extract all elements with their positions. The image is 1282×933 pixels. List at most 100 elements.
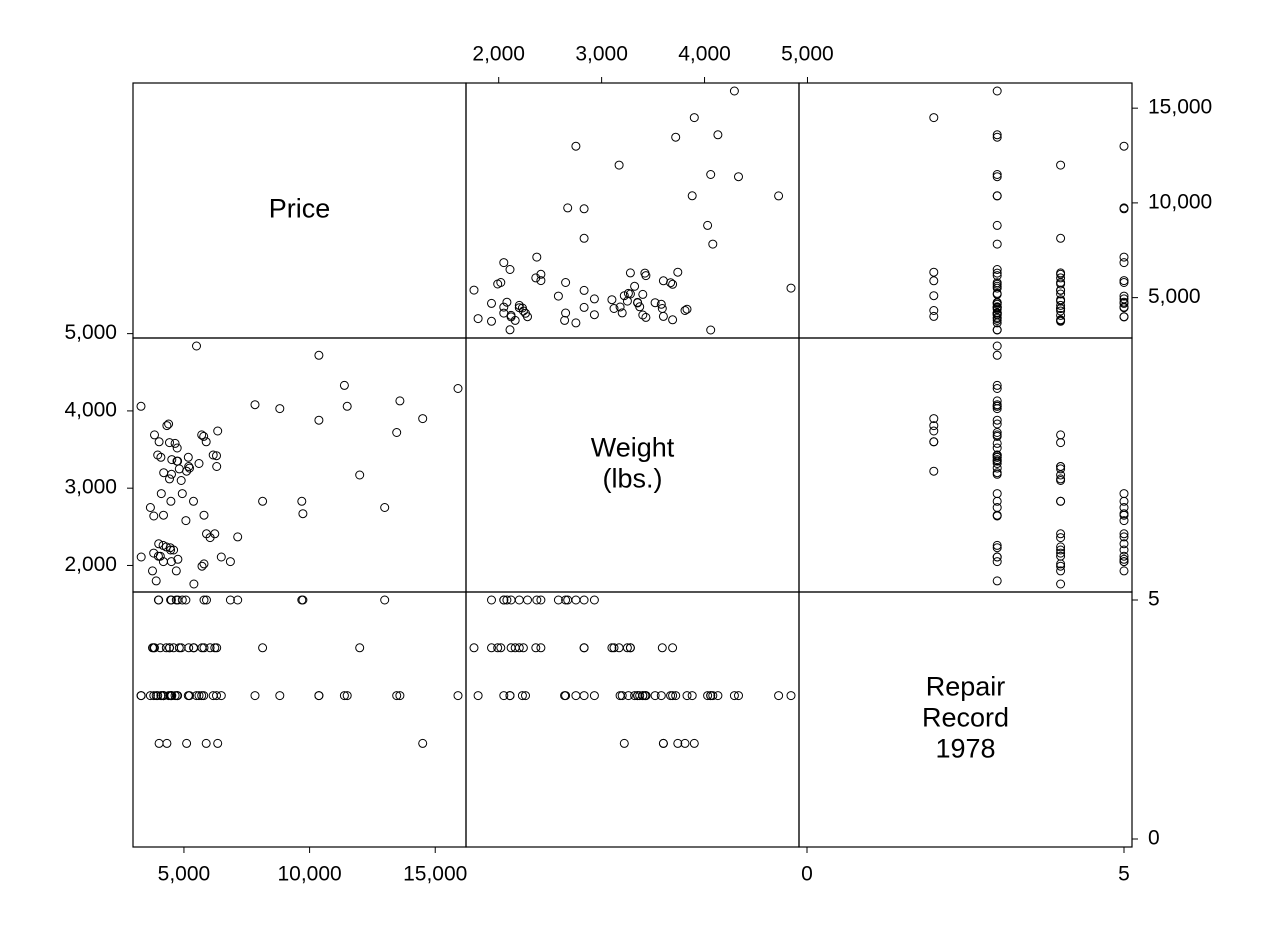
point-weight-vs-price <box>197 430 207 440</box>
point-rep78-vs-weight <box>630 691 640 701</box>
point-weight-vs-rep78 <box>992 496 1002 506</box>
point-price-vs-weight <box>687 191 697 201</box>
panel-rep78-vs-weight <box>465 591 800 848</box>
point-price-vs-rep78 <box>992 132 1002 142</box>
point-price-vs-weight <box>563 203 573 213</box>
point-weight-vs-rep78 <box>1119 503 1129 512</box>
point-weight-vs-rep78 <box>1119 551 1129 561</box>
point-rep78-vs-weight <box>499 595 509 605</box>
point-price-vs-rep78 <box>1056 295 1066 305</box>
point-price-vs-rep78 <box>992 325 1002 335</box>
point-weight-vs-price <box>177 489 187 499</box>
point-price-vs-weight <box>473 314 483 324</box>
point-weight-vs-price <box>159 510 168 520</box>
point-price-vs-weight <box>607 295 617 305</box>
point-price-vs-rep78 <box>1056 310 1066 320</box>
point-weight-vs-price <box>189 579 199 589</box>
point-rep78-vs-price <box>185 691 194 701</box>
point-rep78-vs-weight <box>734 691 743 701</box>
tick-label-weight: 2,000 <box>472 43 525 66</box>
tick-label-price: 15,000 <box>403 863 467 886</box>
point-weight-vs-price <box>342 401 352 411</box>
point-weight-vs-rep78 <box>992 415 1002 425</box>
point-rep78-vs-weight <box>517 691 527 701</box>
point-rep78-vs-price <box>392 691 402 701</box>
point-weight-vs-price <box>199 559 209 569</box>
point-weight-vs-rep78 <box>1119 557 1129 567</box>
point-rep78-vs-price <box>172 691 182 701</box>
point-rep78-vs-price <box>177 595 187 605</box>
point-weight-vs-price <box>136 401 146 411</box>
point-price-vs-weight <box>673 267 683 277</box>
point-rep78-vs-price <box>145 691 155 701</box>
point-rep78-vs-weight <box>532 595 542 605</box>
point-price-vs-weight <box>617 308 627 318</box>
point-price-vs-rep78 <box>992 172 1002 182</box>
point-weight-vs-price <box>314 350 324 360</box>
point-price-vs-weight <box>682 304 692 314</box>
point-price-vs-rep78 <box>992 298 1002 308</box>
point-price-vs-weight <box>532 252 542 262</box>
point-price-vs-rep78 <box>1119 203 1129 213</box>
point-rep78-vs-price <box>192 691 201 701</box>
point-weight-vs-price <box>149 548 159 558</box>
point-rep78-vs-weight <box>469 643 479 653</box>
tick-label-rep78: 0 <box>801 863 813 886</box>
point-weight-vs-price <box>199 431 209 441</box>
point-price-vs-weight <box>531 273 541 283</box>
point-price-vs-rep78 <box>1119 276 1129 286</box>
point-weight-vs-price <box>216 552 226 562</box>
point-rep78-vs-price <box>275 691 285 701</box>
tick-label-weight: 5,000 <box>64 321 117 344</box>
point-price-vs-weight <box>657 304 667 313</box>
point-weight-vs-rep78 <box>1119 516 1129 526</box>
point-rep78-vs-price <box>258 643 268 653</box>
point-price-vs-weight <box>658 311 668 321</box>
point-rep78-vs-price <box>453 691 463 701</box>
point-price-vs-weight <box>609 304 619 313</box>
panel-weight-vs-price <box>132 337 467 593</box>
point-weight-vs-rep78 <box>1119 529 1129 539</box>
point-weight-vs-rep78 <box>1056 533 1066 543</box>
point-rep78-vs-price <box>151 691 161 701</box>
point-price-vs-weight <box>499 302 509 312</box>
point-weight-vs-price <box>275 404 285 414</box>
variable-label-rep78: Repair <box>926 672 1006 702</box>
point-weight-vs-price <box>225 557 235 567</box>
point-rep78-vs-price <box>212 691 221 701</box>
tick-label-rep78: 5 <box>1148 588 1160 611</box>
point-rep78-vs-weight <box>614 643 624 653</box>
point-weight-vs-price <box>159 468 169 478</box>
point-weight-vs-price <box>185 463 194 473</box>
point-rep78-vs-weight <box>493 643 503 653</box>
point-rep78-vs-weight <box>625 643 635 653</box>
point-weight-vs-price <box>181 516 191 526</box>
point-rep78-vs-weight <box>633 691 643 701</box>
point-weight-vs-price <box>167 469 176 479</box>
variable-label-weight: Weight <box>591 433 675 463</box>
point-rep78-vs-weight <box>623 691 633 701</box>
point-price-vs-weight <box>703 220 713 230</box>
point-weight-vs-rep78 <box>1119 554 1129 564</box>
point-weight-vs-price <box>298 509 308 519</box>
point-weight-vs-price <box>199 510 209 520</box>
point-rep78-vs-weight <box>579 643 589 653</box>
point-weight-vs-rep78 <box>1056 548 1066 558</box>
point-price-vs-weight <box>499 258 509 268</box>
point-rep78-vs-weight <box>579 691 589 701</box>
point-weight-vs-price <box>192 341 201 351</box>
point-rep78-vs-weight <box>689 738 699 748</box>
point-rep78-vs-price <box>225 595 235 605</box>
point-weight-vs-price <box>297 496 307 506</box>
point-weight-vs-price <box>380 503 390 512</box>
point-rep78-vs-weight <box>774 691 784 701</box>
point-weight-vs-rep78 <box>992 489 1002 499</box>
point-rep78-vs-weight <box>635 691 645 701</box>
point-rep78-vs-price <box>395 691 405 701</box>
point-price-vs-rep78 <box>1119 303 1129 313</box>
point-weight-vs-rep78 <box>992 543 1002 553</box>
point-weight-vs-rep78 <box>1056 545 1066 555</box>
point-price-vs-rep78 <box>992 170 1002 179</box>
point-weight-vs-rep78 <box>992 404 1002 414</box>
